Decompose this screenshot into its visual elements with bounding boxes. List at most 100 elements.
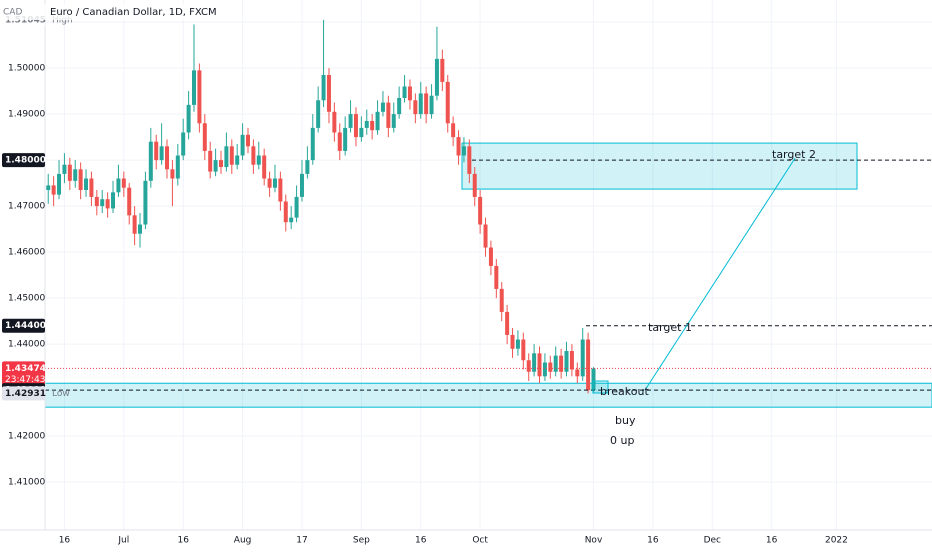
x-tick-label: 16 [766, 536, 778, 546]
x-tick-label: Aug [234, 536, 252, 546]
candle-body [57, 173, 62, 195]
candle-body [245, 134, 250, 147]
candle-body [278, 178, 283, 202]
candle-body [289, 217, 294, 223]
candle-body [94, 196, 99, 207]
y-tick-label: 1.44000 [8, 340, 45, 350]
candle-body [424, 93, 429, 115]
zone [461, 142, 858, 190]
candle-body [353, 114, 358, 138]
candle-body [445, 81, 450, 124]
annotation: target 1 [648, 321, 692, 334]
candle-body [586, 339, 591, 391]
candle-body [148, 141, 153, 181]
candle-body [121, 178, 126, 188]
candle-body [78, 169, 83, 191]
candle-body [537, 353, 542, 377]
price-tag-label: 1.42931 [5, 389, 46, 399]
x-tick-label: Nov [585, 536, 603, 546]
candle-body [548, 362, 553, 372]
x-tick-label: 16 [415, 536, 427, 546]
candle-body [46, 185, 51, 191]
candle-body [375, 111, 380, 131]
candle-body [553, 355, 558, 372]
price-tag-label: 1.43474 [5, 364, 46, 374]
candle-body [224, 146, 229, 168]
candle-body [326, 74, 331, 112]
price-tag [2, 361, 45, 386]
candle-body [364, 120, 369, 128]
candle-body [499, 288, 504, 312]
candle-body [483, 224, 488, 248]
candle-body [170, 169, 175, 179]
candle-body [569, 351, 574, 370]
candle-body [461, 146, 466, 156]
candle-body [359, 127, 364, 138]
candle-body [510, 334, 515, 349]
candle-body [386, 102, 391, 128]
candle-body [73, 169, 78, 181]
x-tick-label: 17 [296, 536, 307, 546]
candle-body [332, 111, 337, 133]
candle-body [208, 150, 213, 172]
y-tick-label: 1.50000 [8, 64, 45, 74]
candle-body [370, 120, 375, 131]
candle-body [181, 132, 186, 156]
candle-body [343, 127, 348, 151]
y-tick-label: 1.49000 [8, 110, 45, 120]
candle-body [397, 97, 402, 115]
trend-line [644, 157, 796, 391]
candle-body [202, 123, 207, 151]
candle-body [67, 164, 72, 181]
candle-body [62, 164, 67, 174]
annotation: breakout [600, 385, 649, 398]
y-axis-bg [0, 0, 45, 530]
candle-body [299, 173, 304, 197]
x-tick-label: Dec [704, 536, 721, 546]
y-tick-label: 1.45000 [8, 294, 45, 304]
price-tag-note: 23:47:43 [5, 375, 45, 385]
candle-body [348, 114, 353, 128]
candle-body [413, 100, 418, 115]
candle-body [100, 199, 105, 207]
candle-body [192, 70, 197, 105]
candle-body [559, 355, 564, 372]
zone [44, 382, 932, 408]
candle-body [294, 196, 299, 218]
candle-body [267, 178, 272, 188]
candle-body [429, 95, 434, 115]
candle-body [337, 132, 342, 151]
candle-body [251, 146, 256, 165]
x-tick-label: Sep [353, 536, 370, 546]
price-tag [2, 153, 45, 168]
x-tick-label: 16 [59, 536, 71, 546]
candle-body [116, 178, 121, 193]
x-tick-label: 16 [177, 536, 189, 546]
candle-body [132, 215, 137, 234]
price-tag [2, 318, 45, 333]
price-tag-label: 1.51045 [5, 16, 46, 26]
candle-body [197, 70, 202, 124]
currency: CAD [3, 8, 22, 18]
candle-body [451, 123, 456, 138]
candle-body [391, 114, 396, 128]
x-tick-label: 2022 [825, 536, 848, 546]
price-tag-label: 1.48000 [5, 156, 46, 166]
candle-body [526, 360, 531, 372]
candle-body [467, 146, 472, 174]
candle-body [262, 155, 267, 179]
candle-body [456, 137, 461, 156]
title-bg [0, 4, 200, 20]
candle-body [283, 201, 288, 223]
candle-body [505, 311, 510, 335]
y-tick-label: 1.42000 [8, 432, 45, 442]
candle-body [127, 187, 132, 216]
candle-body [186, 104, 191, 133]
candle-body [321, 74, 326, 101]
candle-body [515, 339, 520, 349]
y-tick-label: 1.46000 [8, 248, 45, 258]
candle-body [51, 185, 56, 195]
candle-body [213, 160, 218, 172]
